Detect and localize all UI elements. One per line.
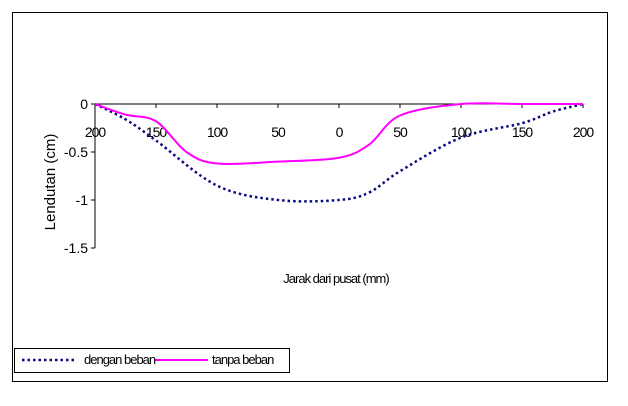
y-axis-label: Lendutan (cm) xyxy=(42,134,59,231)
x-tick-label: 200 xyxy=(573,124,595,140)
y-tick-label: -0.5 xyxy=(64,144,88,160)
legend-label-tanpa-beban: tanpa beban xyxy=(212,352,274,367)
x-tick-label: 100 xyxy=(207,124,229,140)
legend xyxy=(14,348,290,373)
x-tick-label: 200 xyxy=(85,124,107,140)
legend-swatches xyxy=(22,358,208,362)
x-tick-label: 150 xyxy=(512,124,534,140)
series-line-tanpa-beban xyxy=(94,102,583,166)
x-tick-label: 50 xyxy=(271,124,286,140)
series-line-dengan-beban xyxy=(94,102,584,203)
y-tick-label: -1 xyxy=(76,192,89,208)
x-tick-label: 0 xyxy=(336,124,344,140)
chart-frame xyxy=(12,12,608,382)
x-tick-label: 50 xyxy=(393,124,408,140)
x-axis-label: Jarak dari pusat (mm) xyxy=(283,271,389,286)
y-tick-label: 0 xyxy=(80,96,88,112)
y-tick-label: -1.5 xyxy=(64,240,88,256)
x-tick-label: 150 xyxy=(146,124,168,140)
legend-label-dengan-beban: dengan beban xyxy=(84,352,156,367)
x-tick-label: 100 xyxy=(451,124,473,140)
